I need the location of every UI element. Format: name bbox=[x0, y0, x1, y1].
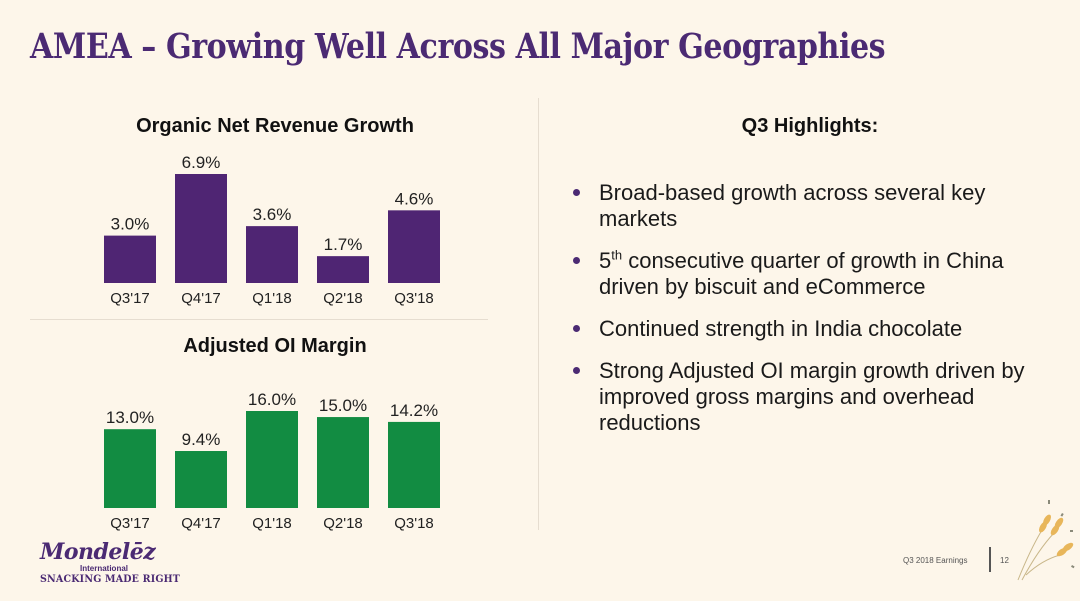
revenue-category-label: Q1'18 bbox=[252, 290, 292, 307]
margin-category-label: Q3'18 bbox=[394, 515, 434, 532]
revenue-data-label: 6.9% bbox=[182, 153, 221, 172]
margin-bar bbox=[388, 421, 440, 508]
bullet-dot-icon bbox=[573, 189, 580, 196]
bullet-dot-icon bbox=[573, 367, 580, 374]
margin-bar bbox=[175, 451, 227, 508]
revenue-bar bbox=[388, 210, 440, 283]
bullet-dot-icon bbox=[573, 325, 580, 332]
margin-bar bbox=[104, 429, 156, 508]
horizontal-divider bbox=[30, 319, 488, 320]
chart-title-oi-margin: Adjusted OI Margin bbox=[183, 335, 367, 357]
slide-title: AMEA – Growing Well Across All Major Geo… bbox=[30, 26, 886, 67]
margin-category-label: Q4'17 bbox=[181, 515, 221, 532]
revenue-bar bbox=[246, 226, 298, 283]
logo-name: Mondelēz bbox=[40, 539, 156, 565]
margin-data-label: 14.2% bbox=[390, 401, 438, 420]
margin-category-label: Q2'18 bbox=[323, 515, 363, 532]
highlight-item: Broad-based growth across several key ma… bbox=[570, 180, 1060, 232]
highlight-item: Continued strength in India chocolate bbox=[570, 316, 1060, 342]
margin-bar bbox=[246, 411, 298, 508]
margin-data-label: 15.0% bbox=[319, 396, 367, 415]
logo-subtitle: International bbox=[80, 564, 129, 573]
page-number: 12 bbox=[1000, 556, 1009, 565]
wheat-icon bbox=[1017, 500, 1075, 581]
margin-data-label: 13.0% bbox=[106, 408, 154, 427]
highlight-item: Strong Adjusted OI margin growth driven … bbox=[570, 358, 1060, 436]
highlight-item: 5th consecutive quarter of growth in Chi… bbox=[570, 248, 1060, 300]
revenue-data-label: 1.7% bbox=[324, 235, 363, 254]
revenue-category-label: Q3'17 bbox=[110, 290, 150, 307]
mondelez-logo: Mondelēz International SNACKING MADE RIG… bbox=[40, 540, 187, 587]
revenue-data-label: 3.0% bbox=[111, 215, 150, 234]
bullet-dot-icon bbox=[573, 257, 580, 264]
margin-data-label: 9.4% bbox=[182, 430, 221, 449]
revenue-growth-chart: 3.0% Q3'17 6.9% Q4'17 3.6% Q1'18 1.7% Q2'18 4.6%… bbox=[104, 153, 440, 307]
revenue-bar bbox=[175, 174, 227, 283]
revenue-bar bbox=[317, 256, 369, 283]
highlights-list: Broad-based growth across several key ma… bbox=[570, 180, 1060, 452]
footer-doc-label: Q3 2018 Earnings bbox=[903, 556, 968, 565]
footer-separator bbox=[989, 547, 991, 572]
margin-category-label: Q3'17 bbox=[110, 515, 150, 532]
revenue-category-label: Q4'17 bbox=[181, 290, 221, 307]
vertical-divider bbox=[538, 98, 539, 530]
revenue-data-label: 4.6% bbox=[395, 189, 434, 208]
revenue-category-label: Q3'18 bbox=[394, 290, 434, 307]
oi-margin-chart: 13.0% Q3'17 9.4% Q4'17 16.0% Q1'18 15.0% Q2'18 1… bbox=[104, 390, 440, 532]
logo-tagline: SNACKING MADE RIGHT bbox=[40, 574, 181, 585]
revenue-category-label: Q2'18 bbox=[323, 290, 363, 307]
chart-title-revenue-growth: Organic Net Revenue Growth bbox=[136, 115, 414, 137]
margin-bar bbox=[317, 417, 369, 508]
revenue-data-label: 3.6% bbox=[253, 205, 292, 224]
margin-data-label: 16.0% bbox=[248, 390, 296, 409]
margin-category-label: Q1'18 bbox=[252, 515, 292, 532]
revenue-bar bbox=[104, 235, 156, 283]
highlights-title: Q3 Highlights: bbox=[741, 115, 879, 137]
